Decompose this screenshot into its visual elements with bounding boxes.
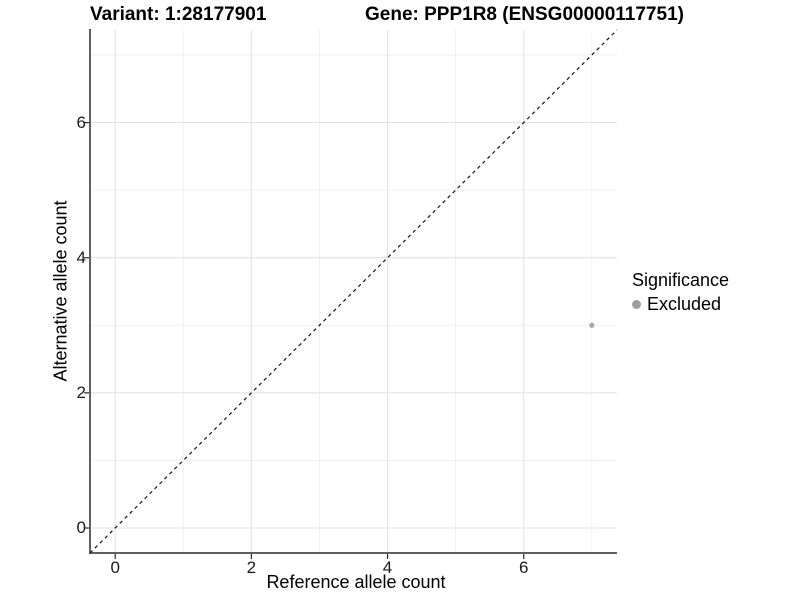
legend-dot-icon: [632, 300, 641, 309]
y-tick-label: 2: [76, 382, 86, 402]
legend-item-label: Excluded: [647, 294, 722, 314]
legend-items: Excluded: [632, 294, 729, 315]
y-tick-label: 0: [76, 517, 86, 537]
legend-title: Significance: [632, 270, 730, 290]
x-tick-label: 0: [110, 558, 120, 577]
legend: Significance Excluded: [632, 270, 729, 315]
y-tick-label: 6: [76, 112, 86, 132]
identity-reference-line: [89, 29, 618, 554]
y-axis-title: Alternative allele count: [50, 200, 71, 382]
x-tick-label: 2: [246, 558, 257, 577]
legend-item: Excluded: [632, 294, 729, 315]
x-tick-label: 4: [382, 558, 393, 577]
gene-title: Gene: PPP1R8 (ENSG00000117751): [365, 4, 684, 25]
x-axis-title: Reference allele count: [266, 572, 446, 592]
x-tick-label: 6: [518, 558, 529, 577]
data-point: [589, 322, 595, 328]
y-tick-label: 4: [76, 247, 86, 267]
variant-title: Variant: 1:28177901: [90, 4, 267, 25]
